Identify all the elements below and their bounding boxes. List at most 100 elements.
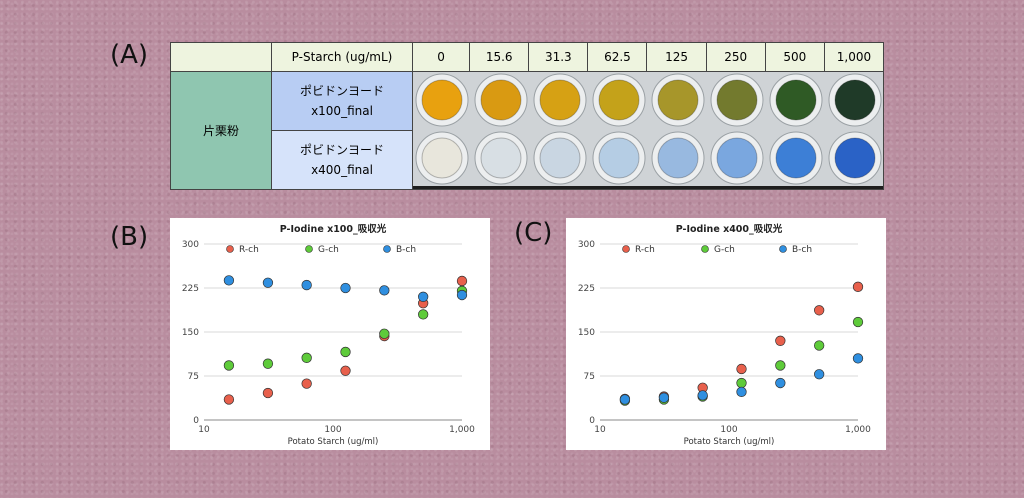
y-tick-label: 150 — [578, 328, 595, 338]
data-point — [852, 316, 864, 328]
table-header-row: P-Starch (ug/mL) 0 15.6 31.3 62.5 125 25… — [170, 42, 885, 72]
data-point — [619, 394, 631, 405]
data-point — [379, 285, 390, 296]
legend-label: R-ch — [239, 245, 259, 255]
y-tick-label: 300 — [578, 240, 595, 250]
legend-marker — [305, 245, 313, 253]
x-tick-label: 10 — [594, 425, 606, 435]
well-sample — [834, 137, 876, 179]
well-plate-photo — [412, 71, 884, 190]
well-sample — [480, 137, 522, 179]
data-point — [223, 360, 235, 371]
data-point — [736, 386, 747, 397]
y-tick-label: 0 — [193, 416, 199, 426]
data-point — [775, 360, 786, 371]
well-sample — [834, 79, 876, 121]
data-point — [223, 394, 235, 405]
y-tick-label: 75 — [584, 372, 595, 382]
well-sample — [598, 137, 640, 179]
row-label-line1: ポビドンヨード — [299, 84, 384, 98]
table-corner — [170, 42, 272, 72]
y-tick-label: 225 — [182, 284, 199, 294]
legend-label: G-ch — [714, 245, 735, 255]
data-point — [262, 387, 274, 399]
chart-title: P-Iodine x100_吸収光 — [280, 223, 387, 235]
x-tick-label: 1,000 — [845, 425, 871, 435]
y-tick-label: 0 — [589, 416, 595, 426]
legend-marker — [701, 245, 709, 253]
data-point — [301, 352, 312, 363]
data-point — [340, 346, 351, 358]
x-tick-label: 1,000 — [449, 425, 475, 435]
data-point — [301, 378, 312, 389]
y-tick-label: 300 — [182, 240, 199, 250]
row-label-x400: ポビドンヨード x400_final — [271, 130, 413, 190]
data-point — [814, 305, 825, 316]
well-sample — [421, 79, 463, 121]
conc-header: 500 — [764, 42, 825, 72]
data-point — [814, 369, 825, 380]
x-tick-label: 100 — [324, 425, 341, 435]
panel-label-b: (B) — [110, 222, 149, 252]
chart-b: P-Iodine x100_吸収光 0 75 150 225 300 10 100 1,000 P… — [170, 218, 490, 450]
legend-marker — [622, 245, 630, 253]
x-tick-label: 100 — [720, 425, 737, 435]
data-point — [658, 392, 670, 403]
data-point — [775, 377, 786, 389]
x-axis-label: Potato Starch (ug/ml) — [684, 437, 775, 447]
conc-header: 0 — [411, 42, 471, 72]
chart-title: P-Iodine x400_吸収光 — [676, 223, 783, 235]
panel-label-a: (A) — [110, 40, 149, 70]
legend-marker — [383, 245, 391, 253]
conc-header: 250 — [705, 42, 766, 72]
well-sample — [657, 137, 699, 179]
data-point — [418, 309, 429, 320]
conc-header: 15.6 — [469, 42, 530, 72]
table-row: ポビドンヨード x400_final — [171, 130, 884, 190]
chart-b-svg: P-Iodine x100_吸収光 0 75 150 225 300 10 100 1,000 P… — [182, 223, 475, 447]
conc-header: 125 — [646, 42, 707, 72]
data-point — [736, 377, 747, 389]
table-row: 片栗粉 ポビドンヨード x100_final — [170, 71, 884, 190]
y-tick-label: 75 — [188, 372, 199, 382]
data-point — [301, 279, 312, 291]
row-label-line1: ポビドンヨード — [299, 143, 384, 157]
sample-name: 片栗粉 — [170, 71, 272, 190]
data-point — [814, 340, 825, 351]
x-axis-label: Potato Starch (ug/ml) — [288, 437, 379, 447]
legend-label: B-ch — [396, 245, 416, 255]
chart-c: P-Iodine x400_吸収光 0 75 150 225 300 10 100 1,000 P… — [566, 218, 886, 450]
panel-label-c: (C) — [514, 218, 553, 248]
well-sample — [480, 79, 522, 121]
data-point — [775, 335, 786, 346]
well-sample — [716, 137, 758, 179]
data-point — [379, 328, 390, 339]
starch-table: P-Starch (ug/mL) 0 15.6 31.3 62.5 125 25… — [170, 42, 885, 190]
conc-header: 62.5 — [587, 42, 648, 72]
well-sample — [539, 79, 581, 121]
data-point — [340, 365, 351, 376]
well-sample — [421, 137, 463, 179]
well-plate-image — [413, 72, 883, 186]
legend-marker — [779, 245, 787, 253]
well-sample — [716, 79, 758, 121]
data-point — [223, 275, 235, 286]
data-point — [262, 277, 274, 288]
row-label-line2: x400_final — [311, 163, 373, 177]
y-tick-label: 225 — [578, 284, 595, 294]
well-sample — [539, 137, 581, 179]
data-point — [340, 282, 351, 294]
legend-label: G-ch — [318, 245, 339, 255]
well-sample — [657, 79, 699, 121]
well-sample — [775, 79, 817, 121]
x-tick-label: 10 — [198, 425, 210, 435]
data-point — [418, 291, 429, 302]
conc-header: 31.3 — [528, 42, 589, 72]
data-point — [852, 281, 864, 292]
row-label-x100: ポビドンヨード x100_final — [271, 71, 413, 131]
row-header-label: P-Starch (ug/mL) — [271, 42, 413, 72]
legend-label: B-ch — [792, 245, 812, 255]
data-point — [456, 289, 468, 301]
conc-header: 1,000 — [823, 42, 885, 72]
row-label-line2: x100_final — [311, 104, 373, 118]
